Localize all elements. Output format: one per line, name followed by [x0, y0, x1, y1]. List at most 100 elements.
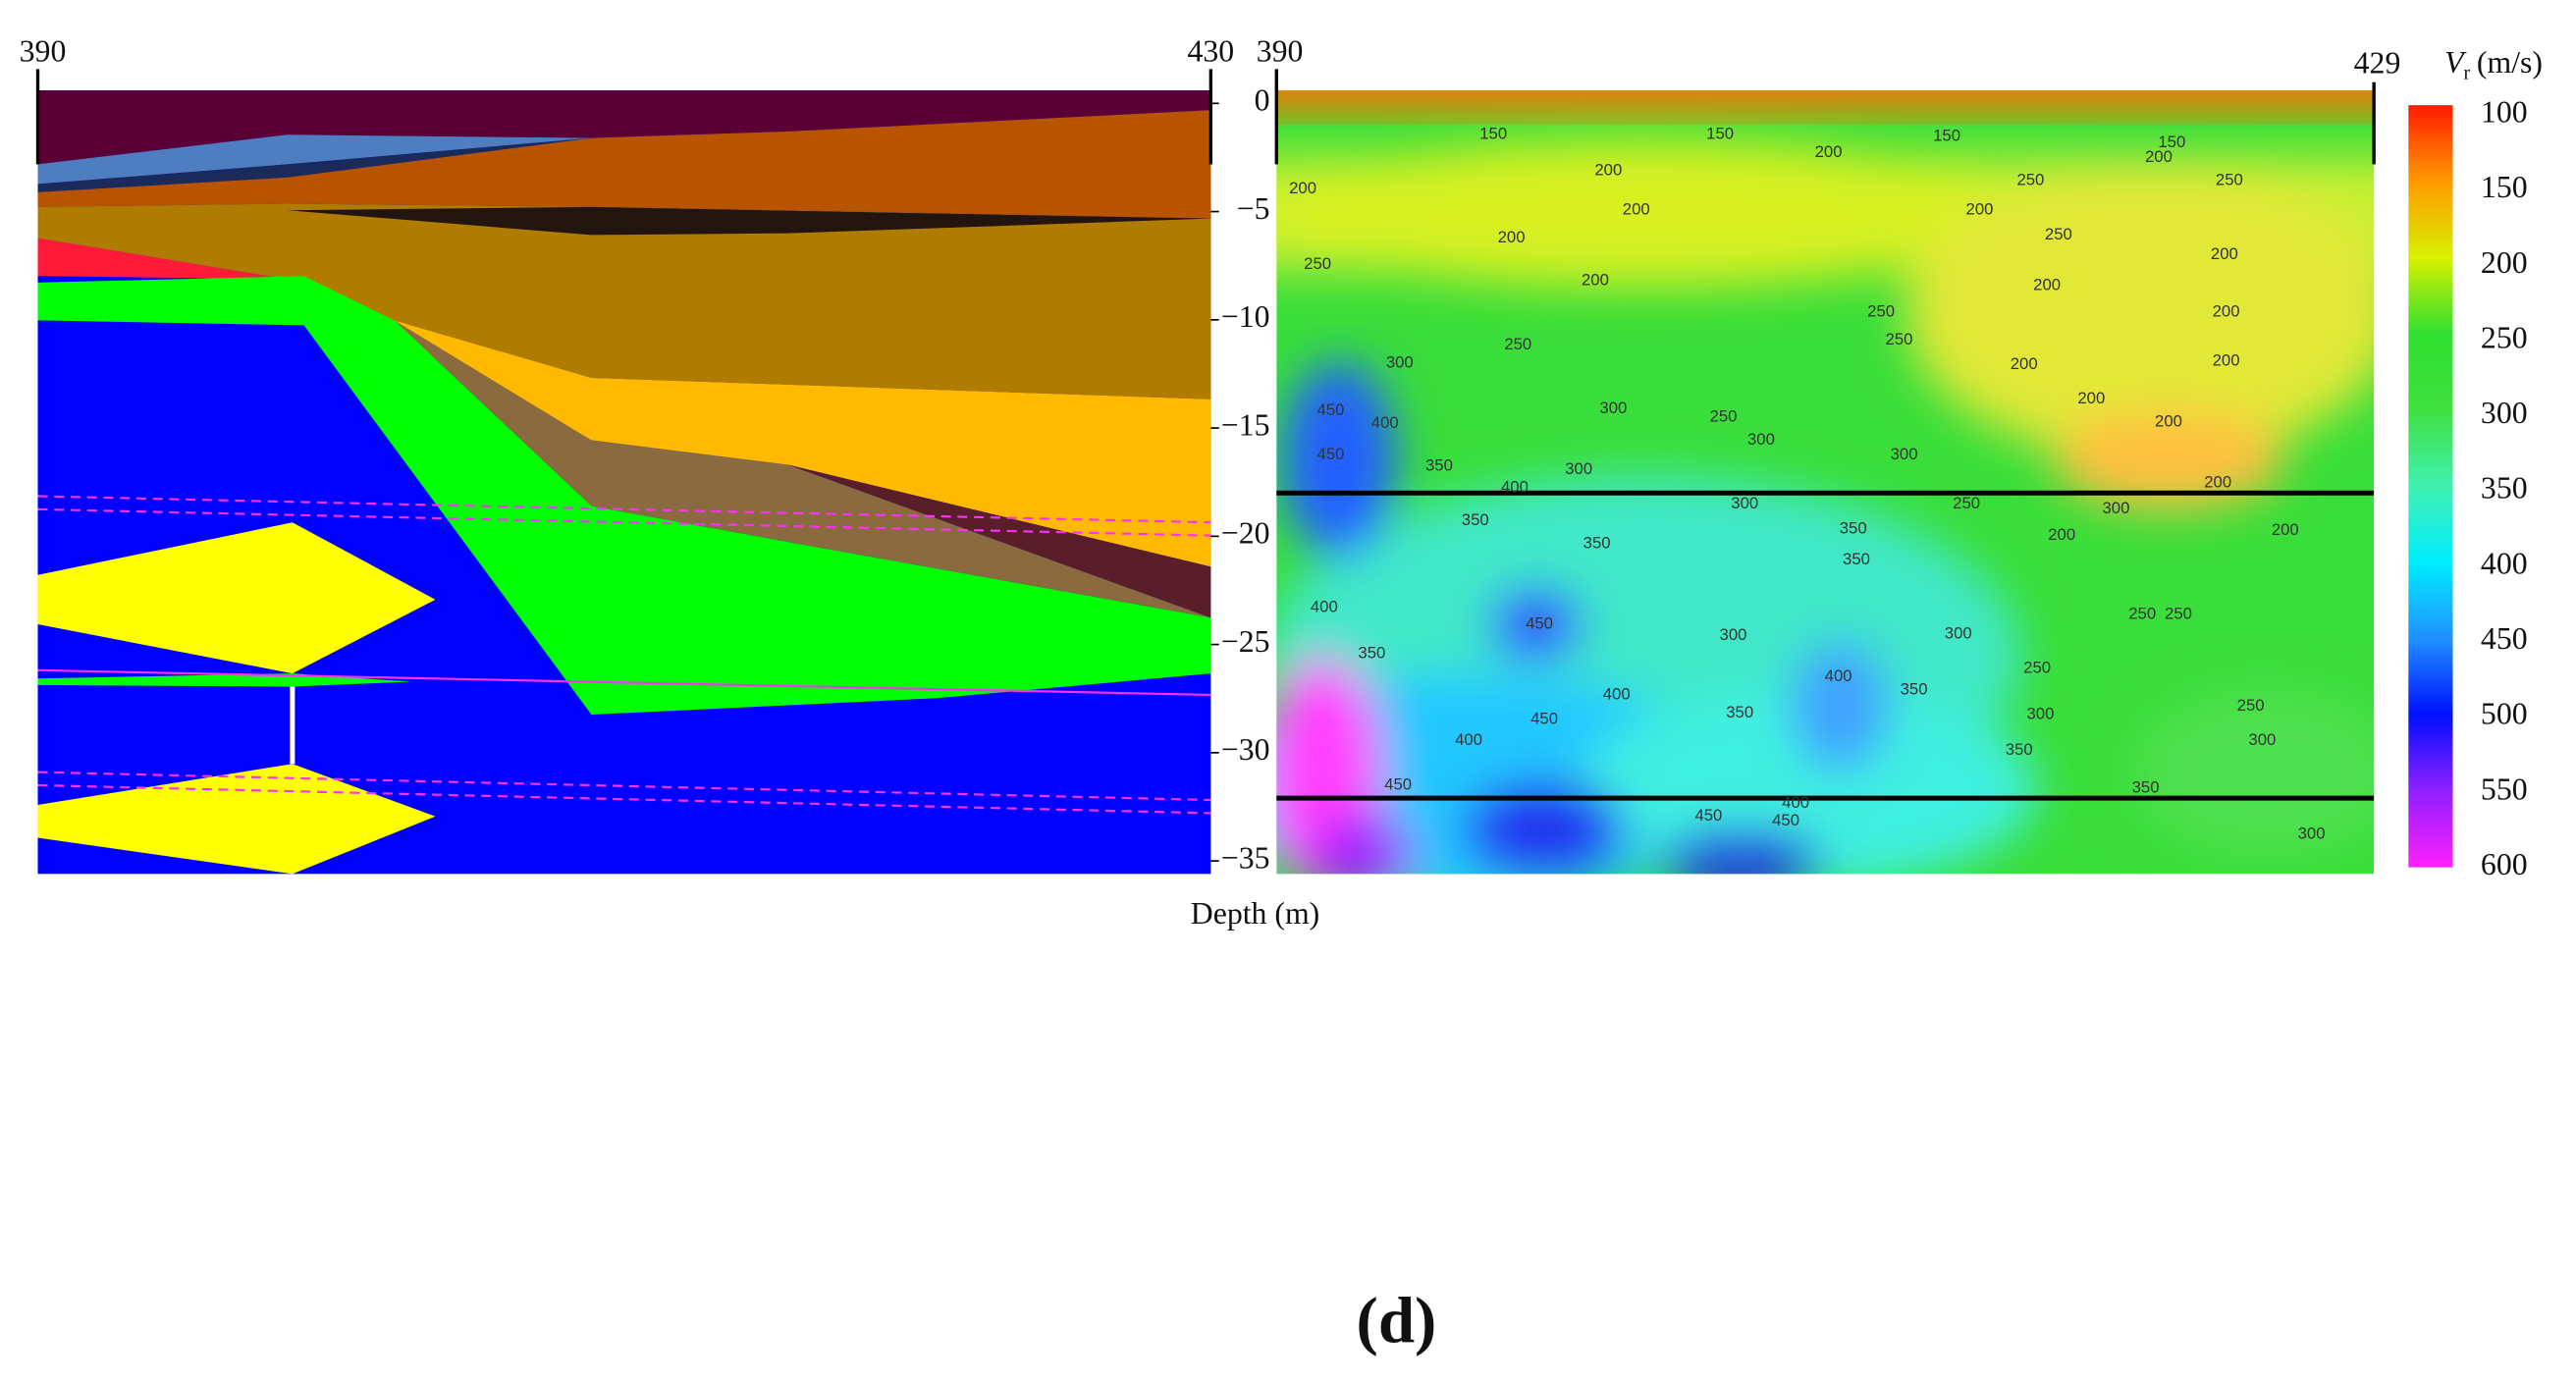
contour-label: 200	[2213, 301, 2240, 320]
contour-label: 300	[1747, 430, 1775, 449]
contour-label: 200	[2033, 276, 2061, 294]
contour-label: 450	[1384, 774, 1412, 793]
y-tick-label: 0	[1255, 83, 1270, 118]
y-tick-label: −20	[1221, 516, 1270, 551]
panel-edges	[35, 69, 2376, 165]
contour-label: 450	[1530, 709, 1558, 727]
contour-label: 250	[1886, 330, 1913, 348]
contour-label: 200	[1289, 179, 1316, 197]
colorbar-subscript: r	[2464, 62, 2471, 83]
contour-label: 350	[1358, 644, 1385, 663]
colorbar-symbol: V	[2444, 45, 2467, 80]
colorbar-tick-label: 600	[2481, 847, 2528, 881]
contour-label: 200	[2011, 354, 2038, 373]
contour-label: 450	[1694, 806, 1722, 825]
contour-label: 300	[1731, 494, 1758, 512]
contour-label: 150	[2158, 133, 2185, 151]
contour-label: 200	[2077, 389, 2105, 407]
contour-label: 350	[1425, 456, 1453, 475]
contour-label: 200	[2272, 520, 2299, 539]
colorbar-tick-label: 200	[2481, 245, 2528, 280]
contour-label: 300	[1565, 459, 1592, 478]
contour-label: 300	[2248, 730, 2276, 749]
colorbar-tick-label: 350	[2481, 471, 2528, 506]
contour-label: 150	[1706, 125, 1734, 143]
contour-label: 300	[2026, 704, 2054, 722]
contour-label: 250	[1867, 301, 1895, 320]
contour-label: 400	[1371, 413, 1399, 432]
contour-label: 450	[1526, 613, 1553, 632]
contour-label: 250	[2016, 171, 2044, 189]
y-tick-label: −25	[1221, 624, 1270, 659]
contour-label: 350	[1726, 703, 1753, 721]
contour-label: 200	[1582, 271, 1609, 290]
contour-label: 250	[2165, 604, 2192, 622]
contour-label: 400	[1782, 793, 1809, 812]
contour-label: 350	[1843, 550, 1870, 568]
contour-label: 400	[1311, 598, 1338, 616]
contour-label: 150	[1479, 125, 1507, 143]
contour-label: 300	[2298, 825, 2326, 843]
contour-label: 250	[2237, 696, 2265, 715]
contour-label: 150	[1933, 126, 1960, 144]
contour-label: 400	[1603, 684, 1631, 703]
contour-label: 350	[1583, 533, 1611, 552]
contour-label: 300	[1386, 352, 1414, 371]
contour-label: 450	[1772, 811, 1799, 829]
contour-label: 200	[2213, 351, 2240, 370]
contour-label: 350	[1462, 510, 1489, 529]
contour-label: 200	[2145, 147, 2173, 166]
x-tick-label: 390	[1257, 34, 1304, 69]
y-tick-label: −15	[1221, 407, 1270, 442]
contour-label: 200	[2155, 412, 2182, 431]
contour-label: 200	[2204, 472, 2231, 491]
colorbar-tick-label: 150	[2481, 170, 2528, 204]
contour-label: 350	[2132, 778, 2160, 797]
contour-label: 200	[1815, 142, 1843, 161]
colorbar-unit: (m/s)	[2477, 45, 2543, 80]
contour-label: 350	[2006, 740, 2033, 759]
contour-label: 350	[1840, 518, 1867, 537]
colorbar-tick-label: 450	[2481, 621, 2528, 656]
contour-label: 200	[1966, 200, 1994, 219]
colorbar-tick-label: 250	[2481, 320, 2528, 354]
contour-label: 250	[2023, 659, 2051, 677]
colorbar-tick-label: 100	[2481, 94, 2528, 129]
y-tick-label: −30	[1221, 732, 1270, 767]
contour-label: 250	[1304, 254, 1331, 273]
contour-label: 450	[1317, 445, 1345, 463]
contour-label: 400	[1455, 730, 1482, 749]
x-tick-label: 430	[1188, 34, 1235, 69]
colorbar-tick-label: 400	[2481, 546, 2528, 580]
geologic-section	[37, 90, 1211, 875]
contour-label: 200	[1498, 228, 1526, 246]
contour-label: 300	[1599, 399, 1627, 417]
contour-label: 300	[1720, 625, 1747, 644]
contour-label: 250	[2216, 171, 2243, 189]
contour-label: 400	[1501, 477, 1529, 496]
y-axis-label: Depth (m)	[1191, 896, 1320, 931]
contour-label: 400	[1825, 666, 1852, 685]
caption: (d)	[1357, 1285, 1437, 1357]
colorbar-tick-label: 500	[2481, 697, 2528, 731]
y-tick-label: −5	[1237, 191, 1270, 226]
y-tick-label: −10	[1221, 299, 1270, 334]
contour-label: 250	[1953, 494, 1980, 512]
colorbar	[2408, 105, 2453, 868]
contour-label: 300	[2102, 499, 2129, 517]
contour-label: 200	[1594, 161, 1622, 180]
contour-label: 250	[2128, 604, 2156, 622]
contour-label: 250	[1710, 407, 1738, 426]
velocity-field	[1276, 90, 2375, 875]
x-tick-label: 390	[20, 34, 67, 69]
contour-label: 200	[2048, 525, 2075, 544]
colorbar-title: Vr (m/s)	[2444, 45, 2543, 83]
contour-label: 250	[2045, 225, 2072, 243]
colorbar-tick-label: 550	[2481, 772, 2528, 806]
y-tick-label: −35	[1221, 840, 1270, 875]
contour-label: 350	[1901, 679, 1928, 698]
contour-label: 300	[1945, 623, 1972, 642]
